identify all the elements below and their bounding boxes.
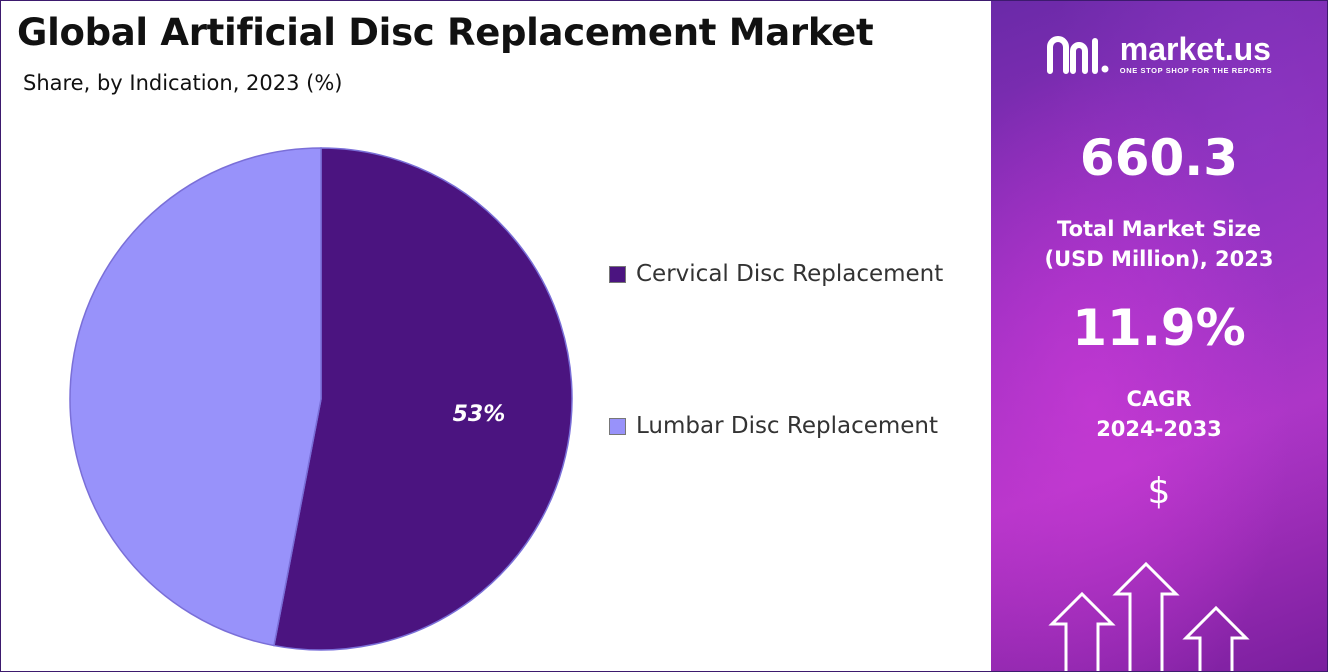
pie-slice-lumbar bbox=[69, 147, 322, 647]
pie-slice-cervical bbox=[273, 147, 573, 651]
brand-logo: market.us ONE STOP SHOP FOR THE REPORTS bbox=[991, 31, 1327, 75]
up-arrows-icon bbox=[1048, 561, 1250, 671]
market-size-label-line2: (USD Million), 2023 bbox=[1044, 247, 1274, 271]
legend-swatch-cervical bbox=[609, 265, 626, 283]
cagr-value: 11.9% bbox=[1072, 299, 1246, 357]
chart-panel: Global Artificial Disc Replacement Marke… bbox=[1, 1, 991, 671]
pie-chart: 53% bbox=[69, 147, 573, 651]
legend-label-cervical: Cervical Disc Replacement bbox=[636, 261, 944, 287]
cagr-label-line1: CAGR bbox=[1126, 387, 1192, 411]
market-summary-panel: market.us ONE STOP SHOP FOR THE REPORTS … bbox=[991, 1, 1327, 671]
logo-tagline: ONE STOP SHOP FOR THE REPORTS bbox=[1119, 65, 1273, 75]
legend-swatch-lumbar bbox=[609, 417, 626, 435]
chart-title: Global Artificial Disc Replacement Marke… bbox=[17, 11, 874, 54]
market-us-logo-icon bbox=[1046, 36, 1109, 74]
pie-data-label-cervical: 53% bbox=[453, 402, 506, 427]
chart-legend: Cervical Disc Replacement Lumbar Disc Re… bbox=[609, 254, 943, 558]
legend-label-lumbar: Lumbar Disc Replacement bbox=[636, 413, 939, 439]
cagr-label-line2: 2024-2033 bbox=[1096, 417, 1222, 441]
legend-item-lumbar: Lumbar Disc Replacement bbox=[609, 406, 943, 446]
market-size-value: 660.3 bbox=[1079, 129, 1239, 187]
dollar-icon: $ bbox=[1147, 471, 1171, 512]
legend-item-cervical: Cervical Disc Replacement bbox=[609, 254, 943, 294]
market-size-label-line1: Total Market Size bbox=[1057, 217, 1261, 241]
chart-subtitle: Share, by Indication, 2023 (%) bbox=[23, 71, 343, 95]
logo-name: market.us bbox=[1119, 30, 1271, 67]
